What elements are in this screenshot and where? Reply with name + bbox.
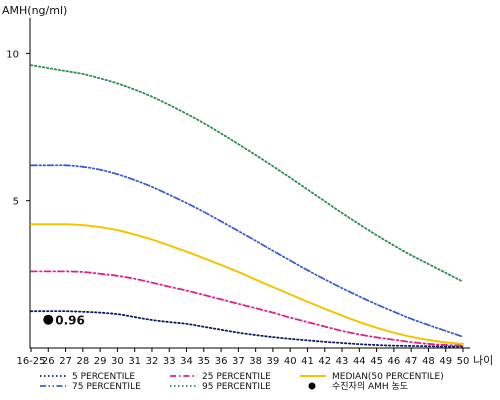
x-tick-label: 28: [76, 356, 89, 367]
y-tick-label: 5: [13, 197, 19, 208]
x-axis-title: 나이: [473, 354, 493, 367]
x-tick-label: 44: [353, 356, 366, 367]
series-line-75-percentile: [30, 164, 464, 338]
series-line-95-percentile: [30, 64, 464, 283]
legend-label: MEDIAN(50 PERCENTILE): [332, 372, 444, 382]
x-tick-label: 33: [163, 356, 176, 367]
legend-label: 25 PERCENTILE: [202, 372, 271, 382]
x-tick-label: 47: [405, 356, 418, 367]
x-tick-label: 40: [284, 356, 297, 367]
series-line-5-percentile: [30, 310, 464, 348]
x-tick-label: 45: [370, 356, 383, 367]
x-tick-label: 46: [388, 356, 401, 367]
series-line-median-50-percentile: [30, 223, 464, 345]
x-tick-label: 29: [94, 356, 107, 367]
series-line-25-percentile: [30, 270, 464, 347]
x-tick-label: 37: [232, 356, 245, 367]
x-tick-label: 43: [336, 356, 349, 367]
legend-label: 95 PERCENTILE: [202, 382, 271, 392]
y-tick-label: 10: [6, 49, 19, 60]
x-tick-label: 16-25: [16, 356, 45, 367]
x-tick-label: 38: [249, 356, 262, 367]
x-tick-label: 27: [59, 356, 72, 367]
x-tick-label: 48: [422, 356, 435, 367]
x-tick-label: 26: [42, 356, 55, 367]
patient-amh-value-label: 0.96: [55, 314, 85, 328]
x-tick-label: 49: [439, 356, 452, 367]
legend-label: 5 PERCENTILE: [72, 372, 135, 382]
x-tick-label: 34: [180, 356, 193, 367]
x-tick-label: 41: [301, 356, 314, 367]
x-tick-label: 32: [146, 356, 159, 367]
patient-marker: 0.96: [43, 314, 85, 328]
x-tick-label: 36: [215, 356, 228, 367]
legend: 5 PERCENTILE 25 PERCENTILE MEDIAN(50 PERCE…: [40, 372, 444, 392]
legend-label: 75 PERCENTILE: [72, 382, 141, 392]
legend-marker-swatch: [308, 382, 316, 390]
y-axis-title: AMH(ng/ml): [2, 4, 67, 17]
x-tick-label: 31: [128, 356, 141, 367]
x-tick-label: 39: [267, 356, 280, 367]
x-tick-label: 42: [318, 356, 331, 367]
y-ticks: 5 10: [6, 49, 30, 208]
series-lines: [30, 64, 464, 348]
x-tick-label: 50: [457, 356, 470, 367]
x-tick-label: 30: [111, 356, 124, 367]
legend-label: 수진자의 AMH 농도: [332, 381, 408, 392]
patient-amh-point: [43, 314, 54, 325]
x-tick-label: 35: [197, 356, 210, 367]
